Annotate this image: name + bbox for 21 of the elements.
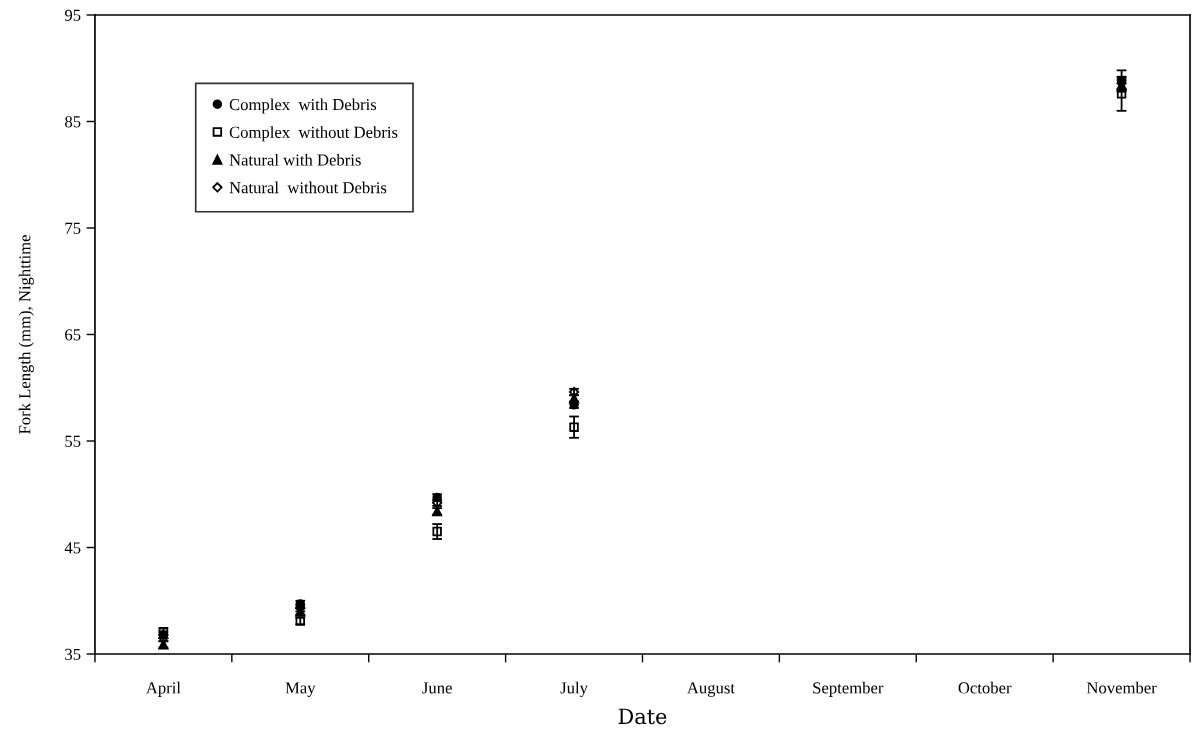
legend-label: Complex without Debris [229,126,398,142]
y-tick-label: 35 [65,648,81,660]
x-tick-label: April [145,681,181,697]
x-tick-label: September [813,681,884,697]
x-tick-label: November [1086,681,1157,694]
x-tick-label: July [560,681,588,697]
y-axis-title: Fork Length (mm), Nighttime [18,235,34,435]
x-tick-label: May [285,682,316,697]
legend-label: Complex with Debris [229,98,377,114]
y-tick-label: 75 [65,222,81,234]
x-tick-label: October [958,681,1012,694]
x-tick-label: June [422,682,452,694]
x-tick-label: August [687,682,735,697]
y-tick-label: 65 [65,329,81,341]
y-tick-label: 85 [65,116,81,128]
legend-label: Natural without Debris [229,181,387,194]
y-tick-label: 45 [64,542,81,554]
y-tick-label: 95 [64,9,81,21]
y-tick-label: 55 [65,435,81,447]
legend-label: Natural with Debris [229,153,361,166]
x-axis-title: Date [618,708,667,725]
